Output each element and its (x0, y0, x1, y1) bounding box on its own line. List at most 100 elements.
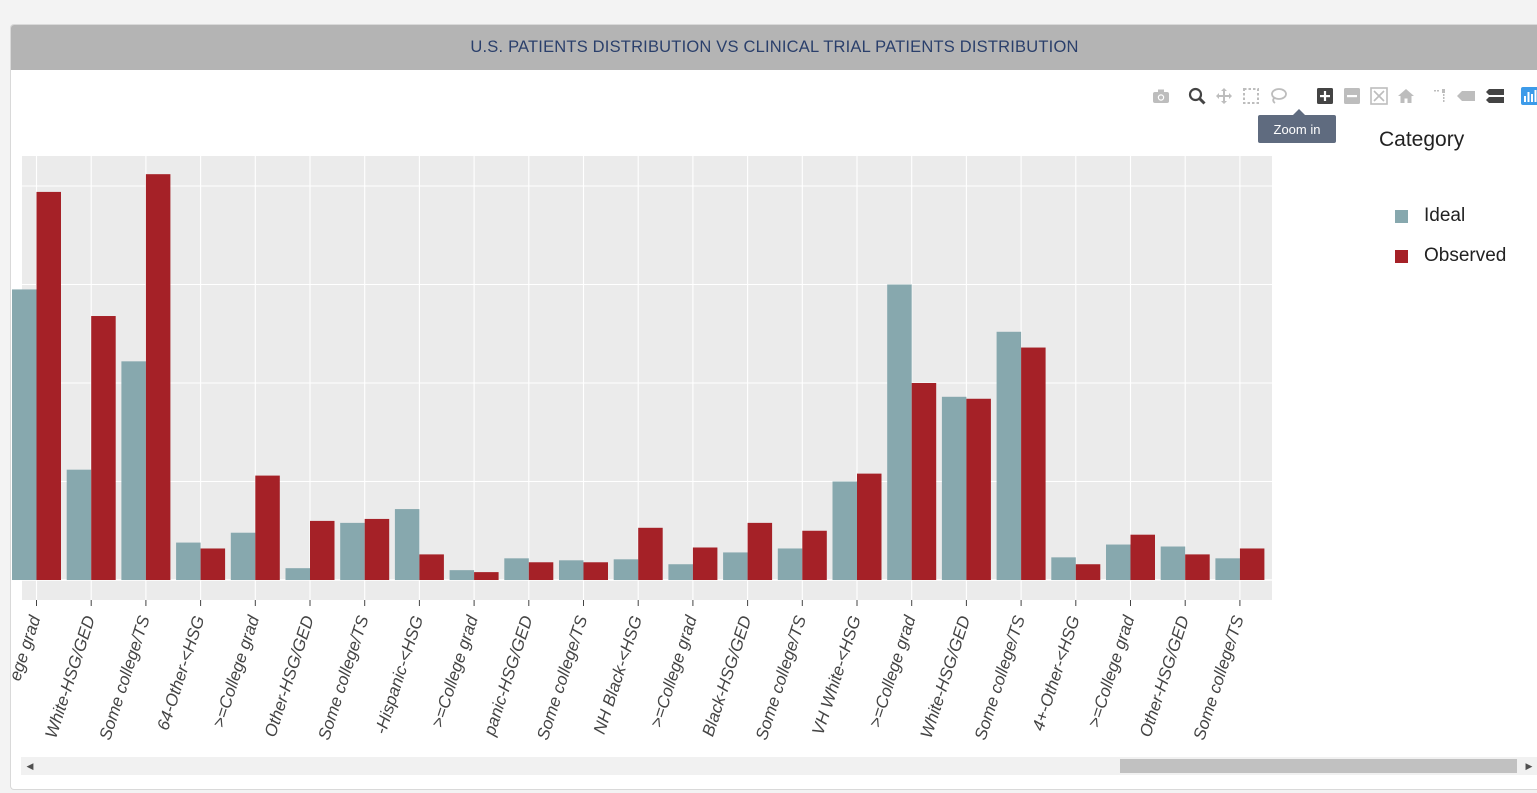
bar-ideal[interactable] (121, 361, 146, 580)
x-tick-label: ege grad (11, 613, 44, 683)
legend-swatch-observed (1395, 249, 1408, 263)
x-tick-label: Other-HSG/GED (261, 613, 318, 739)
x-tick-label: White-HSG/GED (917, 613, 974, 740)
zoom-in-icon[interactable] (1315, 86, 1335, 106)
bar-ideal[interactable] (340, 522, 365, 580)
x-tick-label: >=College grad (209, 613, 263, 730)
legend-label-ideal: Ideal (1424, 205, 1466, 226)
bar-ideal[interactable] (832, 481, 858, 581)
bar-observed[interactable] (1021, 347, 1046, 580)
bar-observed[interactable] (638, 527, 663, 580)
bar-ideal[interactable] (449, 570, 475, 580)
x-tick-label: Black-HSG/GED (699, 613, 756, 738)
legend-swatch-ideal (1395, 209, 1408, 223)
x-tick-label: >=College grad (1084, 613, 1138, 730)
bar-observed[interactable] (857, 473, 882, 580)
x-tick-label: -Hispanic-<HSG (371, 613, 427, 736)
bar-observed[interactable] (36, 191, 62, 580)
bar-observed[interactable] (911, 383, 937, 580)
bar-observed[interactable] (364, 518, 390, 580)
pan-icon[interactable] (1214, 86, 1234, 106)
bar-ideal[interactable] (1051, 557, 1076, 580)
zoom-in-tooltip: Zoom in (1258, 109, 1336, 143)
legend-item-observed[interactable]: Observed (1395, 245, 1506, 267)
bar-observed[interactable] (692, 547, 718, 580)
bar-ideal[interactable] (613, 559, 639, 580)
camera-icon[interactable] (1151, 86, 1171, 106)
panel-header: U.S. PATIENTS DISTRIBUTION VS CLINICAL T… (11, 25, 1537, 70)
legend-label-observed: Observed (1424, 245, 1507, 266)
bar-observed[interactable] (145, 174, 171, 580)
bar-observed[interactable] (200, 548, 226, 580)
bar-ideal[interactable] (504, 558, 529, 580)
bar-observed[interactable] (583, 562, 609, 580)
bar-ideal[interactable] (12, 289, 37, 580)
chart-panel: U.S. PATIENTS DISTRIBUTION VS CLINICAL T… (10, 24, 1537, 790)
hover-compare-icon[interactable] (1485, 86, 1505, 106)
bar-observed[interactable] (1075, 564, 1101, 580)
bar-observed[interactable] (747, 522, 773, 580)
panel-title: U.S. PATIENTS DISTRIBUTION VS CLINICAL T… (470, 38, 1079, 56)
x-tick-label: VH White-<HSG (808, 613, 864, 737)
bar-observed[interactable] (91, 316, 116, 580)
x-tick-label: >=College grad (428, 613, 482, 730)
x-tick-label: panic-HSG/GED (480, 613, 537, 738)
x-tick-label: 4+-Other-<HSG (1029, 613, 1084, 733)
modebar (1151, 86, 1537, 106)
hover-closest-icon[interactable] (1456, 86, 1476, 106)
bar-observed[interactable] (474, 572, 499, 580)
scroll-thumb[interactable] (1120, 759, 1517, 773)
x-tick-label: 64-Other-<HSG (153, 613, 208, 732)
x-tick-label: Some college/TS (1190, 613, 1248, 743)
box-select-icon[interactable] (1241, 86, 1261, 106)
x-tick-label: >=College grad (647, 613, 701, 730)
bar-observed[interactable] (802, 530, 827, 580)
zoom-icon[interactable] (1187, 86, 1207, 106)
lasso-select-icon[interactable] (1268, 86, 1288, 106)
bar-ideal[interactable] (668, 564, 693, 580)
bar-observed[interactable] (1239, 548, 1265, 580)
bar-observed[interactable] (310, 520, 335, 580)
x-tick-label: Some college/TS (971, 613, 1029, 743)
bar-observed[interactable] (966, 398, 991, 580)
bar-ideal[interactable] (723, 552, 748, 580)
plotly-logo-icon[interactable] (1520, 86, 1537, 106)
bar-observed[interactable] (528, 562, 554, 580)
x-tick-label: >=College grad (866, 613, 920, 730)
x-tick-label: NH Black-<HSG (590, 613, 646, 736)
bar-ideal[interactable] (887, 284, 912, 581)
bar-ideal[interactable] (285, 568, 311, 580)
bar-observed[interactable] (255, 475, 280, 580)
reset-axes-icon[interactable] (1396, 86, 1416, 106)
bar-ideal[interactable] (1215, 558, 1240, 580)
bar-ideal[interactable] (230, 532, 256, 580)
autoscale-icon[interactable] (1369, 86, 1389, 106)
legend-title: Category (1379, 128, 1465, 151)
scroll-left-arrow-icon[interactable]: ◀ (26, 760, 34, 771)
bar-observed[interactable] (419, 554, 444, 580)
legend-item-ideal[interactable]: Ideal (1395, 205, 1465, 227)
bar-ideal[interactable] (66, 469, 92, 580)
x-tick-label: Some college/TS (752, 613, 810, 743)
bar-ideal[interactable] (1106, 544, 1131, 580)
bar-ideal[interactable] (1160, 546, 1186, 580)
x-tick-label: Some college/TS (314, 613, 372, 743)
x-tick-label: Other-HSG/GED (1136, 613, 1193, 739)
bar-ideal[interactable] (941, 396, 967, 580)
x-tick-label: Some college/TS (533, 613, 591, 743)
bar-ideal[interactable] (559, 560, 584, 580)
x-tick-label: White-HSG/GED (42, 613, 99, 740)
spike-lines-icon[interactable] (1429, 86, 1449, 106)
bar-ideal[interactable] (996, 331, 1022, 580)
bar-ideal[interactable] (176, 542, 201, 580)
bar-ideal[interactable] (777, 548, 803, 580)
scroll-right-arrow-icon[interactable]: ▶ (1525, 760, 1533, 771)
bar-ideal[interactable] (394, 509, 420, 580)
plot-background (22, 156, 1272, 600)
bar-observed[interactable] (1130, 534, 1156, 580)
horizontal-scrollbar[interactable]: ◀ ▶ (21, 757, 1537, 775)
zoom-out-icon[interactable] (1342, 86, 1362, 106)
bar-observed[interactable] (1185, 554, 1210, 580)
x-tick-label: Some college/TS (96, 613, 154, 743)
